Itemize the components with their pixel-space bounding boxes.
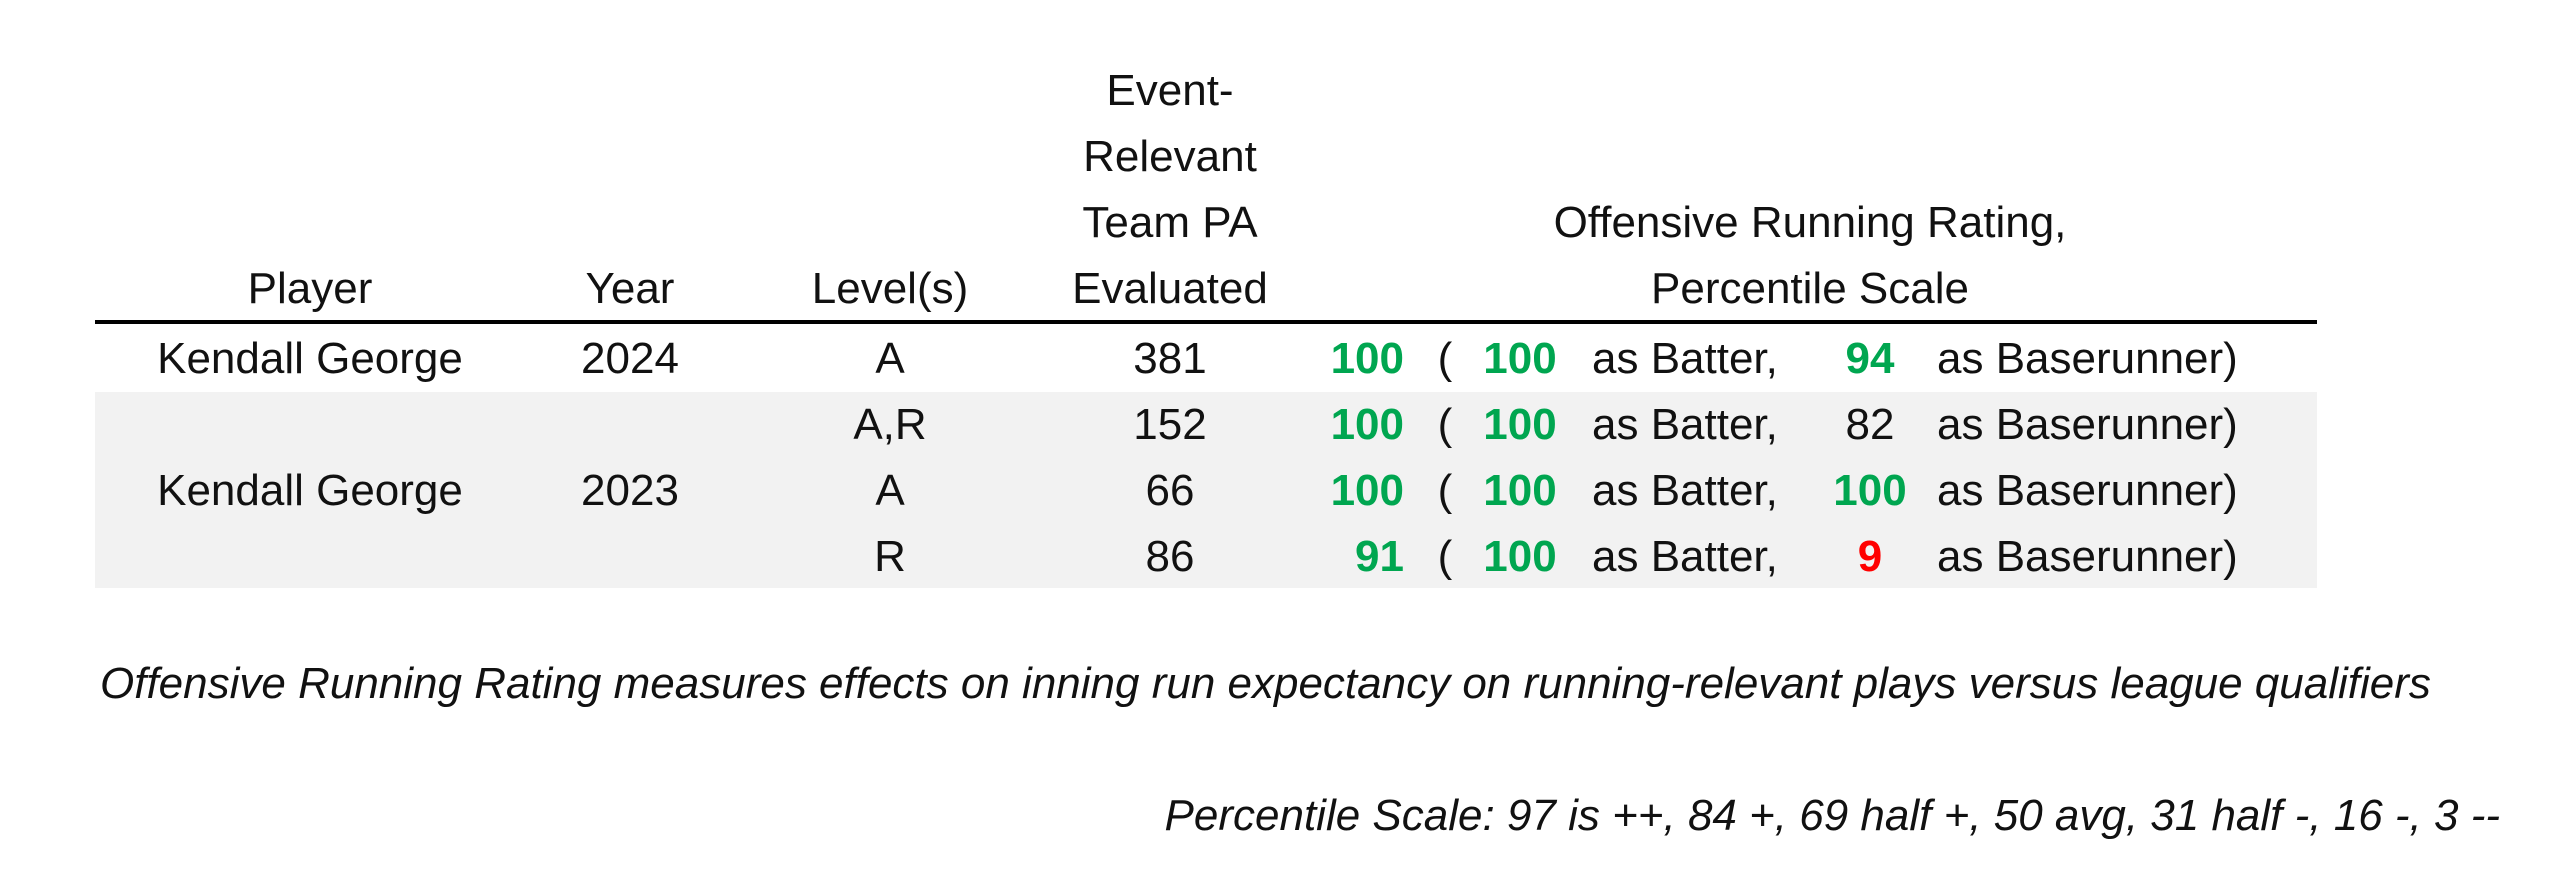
cell-batter-rating: 100 (1483, 466, 1557, 515)
cell-runner-rating: 100 (1833, 466, 1907, 515)
cell-runner-label: as Baserunner) (1937, 334, 2238, 383)
cell-level: A,R (853, 400, 927, 449)
cell-player: Kendall George (157, 466, 463, 515)
cell-pa: 152 (1133, 400, 1207, 449)
header-pa-line-2: Relevant (1083, 132, 1257, 181)
cell-batter-label: as Batter, (1592, 466, 1778, 515)
header-pa-line-1: Event- (1106, 66, 1234, 115)
cell-level: A (875, 334, 905, 383)
cell-year: 2024 (581, 334, 679, 383)
header-pa-line-3: Team PA (1082, 198, 1258, 247)
cell-runner-rating: 94 (1845, 334, 1895, 383)
cell-runner-label: as Baserunner) (1937, 532, 2238, 581)
cell-batter-label: as Batter, (1592, 400, 1778, 449)
cell-overall-rating: 100 (1330, 466, 1404, 515)
cell-year: 2023 (581, 466, 679, 515)
season-2023-band (95, 392, 2317, 588)
cell-open-paren: ( (1437, 334, 1453, 383)
header-rule (95, 320, 2317, 324)
header-rating-line-1: Offensive Running Rating, (1553, 198, 2067, 247)
cell-open-paren: ( (1437, 400, 1453, 449)
cell-batter-label: as Batter, (1592, 334, 1778, 383)
header-levels: Level(s) (811, 264, 969, 313)
cell-open-paren: ( (1437, 532, 1453, 581)
cell-runner-rating: 9 (1857, 532, 1883, 581)
header-player: Player (247, 264, 373, 313)
cell-runner-label: as Baserunner) (1937, 466, 2238, 515)
cell-overall-rating: 100 (1330, 334, 1404, 383)
header-rating-line-2: Percentile Scale (1651, 264, 1969, 313)
cell-pa: 66 (1145, 466, 1195, 515)
cell-level: A (875, 466, 905, 515)
cell-pa: 381 (1133, 334, 1207, 383)
cell-runner-rating: 82 (1845, 400, 1895, 449)
cell-runner-label: as Baserunner) (1937, 400, 2238, 449)
cell-overall-rating: 91 (1355, 532, 1404, 581)
cell-pa: 86 (1145, 532, 1195, 581)
header-pa-line-4: Evaluated (1072, 264, 1268, 313)
cell-batter-rating: 100 (1483, 334, 1557, 383)
cell-batter-rating: 100 (1483, 532, 1557, 581)
cell-batter-label: as Batter, (1592, 532, 1778, 581)
cell-level: R (874, 532, 906, 581)
scale-note: Percentile Scale: 97 is ++, 84 +, 69 hal… (1164, 791, 2500, 840)
cell-player: Kendall George (157, 334, 463, 383)
cell-open-paren: ( (1437, 466, 1453, 515)
definition-note: Offensive Running Rating measures effect… (100, 659, 2431, 708)
cell-batter-rating: 100 (1483, 400, 1557, 449)
cell-overall-rating: 100 (1330, 400, 1404, 449)
header-year: Year (585, 264, 675, 313)
